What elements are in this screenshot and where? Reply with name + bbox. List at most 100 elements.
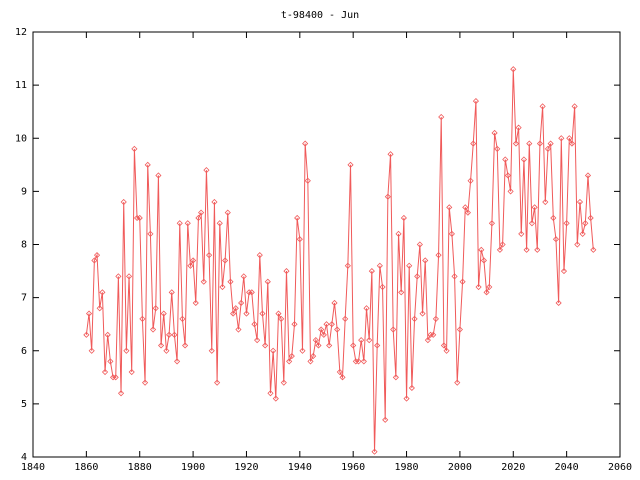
data-point <box>523 246 530 253</box>
data-point <box>438 113 445 121</box>
data-point <box>339 374 346 381</box>
data-point <box>147 230 154 237</box>
data-point <box>96 305 103 312</box>
data-point <box>93 252 101 259</box>
data-point <box>416 241 423 248</box>
data-point <box>398 289 405 296</box>
data-point <box>208 347 215 354</box>
data-point <box>512 140 520 147</box>
data-point <box>456 326 463 333</box>
data-point <box>262 342 269 349</box>
data-point <box>123 347 130 354</box>
data-point <box>515 124 522 131</box>
data-point <box>230 310 237 317</box>
y-tick-label: 5 <box>21 399 27 410</box>
data-point <box>256 252 263 259</box>
data-point <box>448 230 455 237</box>
y-tick-label: 7 <box>21 293 27 304</box>
data-point <box>179 315 186 322</box>
data-point <box>411 315 418 322</box>
data-point <box>227 278 234 285</box>
data-point <box>384 193 391 200</box>
data-point <box>336 368 343 376</box>
data-point <box>475 283 482 291</box>
data-point <box>288 352 295 360</box>
data-point <box>536 140 544 147</box>
data-point <box>571 103 578 110</box>
data-point <box>85 310 93 317</box>
data-point <box>206 252 213 259</box>
data-point <box>238 299 245 307</box>
data-point <box>400 214 407 222</box>
data-point <box>552 236 560 243</box>
data-point <box>278 315 285 322</box>
data-point <box>232 305 239 312</box>
data-point <box>502 156 509 163</box>
data-point <box>443 347 450 354</box>
data-point <box>291 321 298 328</box>
data-point <box>368 267 375 275</box>
data-point <box>115 273 122 280</box>
data-point <box>480 257 487 264</box>
data-point <box>550 214 557 222</box>
data-point <box>451 273 458 280</box>
data-point <box>566 135 573 142</box>
data-point <box>200 278 207 285</box>
data-point <box>192 299 199 307</box>
data-point <box>264 278 271 285</box>
x-tick-label: 1880 <box>128 462 152 473</box>
data-point <box>390 326 397 333</box>
data-point <box>91 257 98 264</box>
data-point <box>182 342 189 349</box>
data-point <box>360 358 367 365</box>
data-point <box>366 337 373 344</box>
data-point <box>422 257 429 264</box>
data-point <box>584 172 592 179</box>
data-point <box>387 151 394 158</box>
data-point <box>496 246 503 253</box>
data-point <box>315 342 322 349</box>
data-point <box>435 252 442 259</box>
y-tick-label: 10 <box>15 133 27 144</box>
data-point <box>318 326 325 333</box>
data-point <box>120 198 127 206</box>
y-tick-label: 11 <box>15 80 27 91</box>
data-point <box>240 273 247 280</box>
data-point <box>214 379 221 386</box>
data-point <box>507 188 514 195</box>
data-point <box>216 220 223 227</box>
data-point <box>542 198 549 206</box>
data-point <box>163 347 170 354</box>
data-point <box>483 289 490 296</box>
data-point <box>568 140 576 147</box>
data-point <box>251 321 258 328</box>
data-point <box>195 214 202 222</box>
data-point <box>472 97 479 105</box>
data-point <box>310 352 317 360</box>
data-point <box>382 416 389 423</box>
data-point <box>150 326 157 333</box>
data-point <box>560 267 568 275</box>
x-tick-label: 2000 <box>448 462 472 473</box>
data-point <box>347 161 354 168</box>
data-point <box>432 315 439 322</box>
data-point <box>133 214 141 222</box>
chart-title: t-98400 - Jun <box>281 10 359 21</box>
data-point <box>376 262 383 269</box>
data-point <box>419 310 426 317</box>
data-point <box>246 289 253 296</box>
data-point <box>363 305 370 312</box>
y-tick-label: 6 <box>21 346 27 357</box>
data-point <box>141 379 149 386</box>
data-point <box>344 262 351 269</box>
x-tick-label: 1940 <box>288 462 312 473</box>
data-point <box>166 331 173 338</box>
data-point <box>171 331 178 338</box>
data-point <box>414 273 421 280</box>
data-point <box>331 299 338 307</box>
data-point <box>155 172 162 179</box>
data-point <box>470 140 477 147</box>
y-tick-label: 8 <box>21 240 27 251</box>
data-point <box>283 267 290 275</box>
